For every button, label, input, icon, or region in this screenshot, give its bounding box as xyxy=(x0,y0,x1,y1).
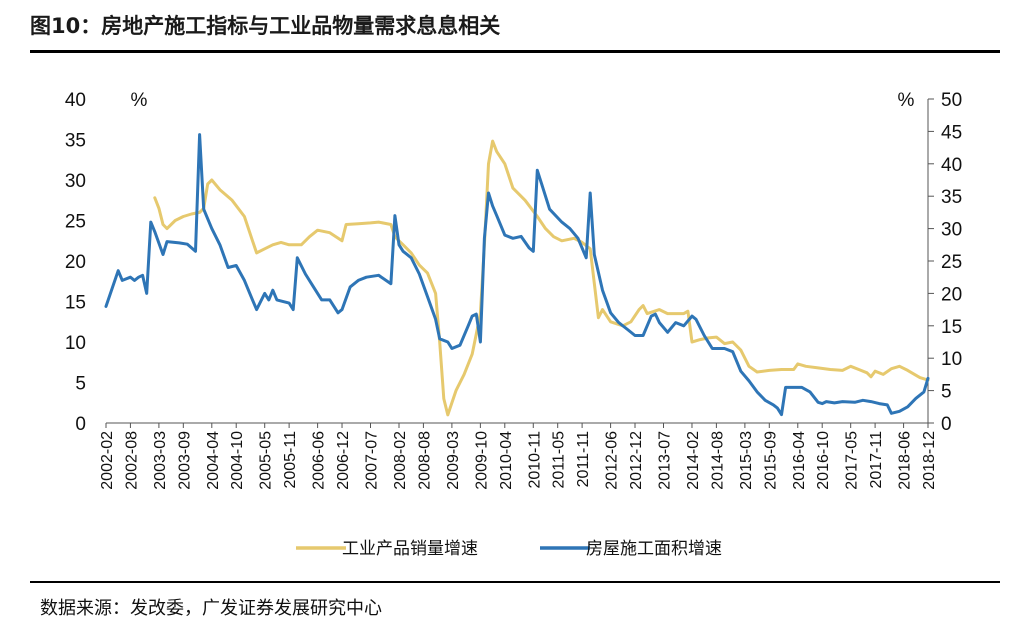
chart-axes: 0 5 10 15 20 25 30 35 40 0 5 10 15 20 25 30 35 40 45 50%% xyxy=(65,90,962,435)
x-axis-tick-label: 2014-02 xyxy=(685,431,702,490)
right-axis-tick-label: 15 xyxy=(941,317,962,338)
x-axis-tick-label: 2014-08 xyxy=(709,431,726,490)
x-axis-tick-label: 2005-05 xyxy=(258,431,275,490)
right-axis-tick-label: 25 xyxy=(941,252,962,273)
x-axis-tick-label: 2016-10 xyxy=(815,431,832,490)
x-axis-tick-label: 2011-11 xyxy=(575,431,592,487)
left-axis-tick-label: 35 xyxy=(65,131,86,152)
right-axis-tick-label: 40 xyxy=(941,155,962,176)
x-axis-ticks: 2002-02 2002-08 2003-03 2003-09 2004-04 2004-… xyxy=(99,423,938,490)
x-axis-tick-label: 2004-04 xyxy=(205,431,222,490)
left-axis-unit: % xyxy=(131,90,148,111)
series-line-2 xyxy=(104,133,930,417)
x-axis-tick-label: 2012-06 xyxy=(604,431,621,490)
x-axis-tick-label: 2013-07 xyxy=(656,431,673,490)
x-axis-tick-label: 2010-04 xyxy=(498,431,515,490)
series-line-1 xyxy=(153,139,930,417)
x-axis-tick-label: 2006-12 xyxy=(335,431,352,490)
x-axis-tick-label: 2009-03 xyxy=(445,431,462,490)
x-axis-tick-label: 2010-11 xyxy=(526,431,543,489)
right-axis-tick-label: 50 xyxy=(941,90,962,111)
line-chart: 0 5 10 15 20 25 30 35 40 0 5 10 15 20 25 30 35 40 45 50%% 2… xyxy=(65,90,962,559)
x-axis-tick-label: 2015-03 xyxy=(738,431,755,490)
left-axis-tick-label: 30 xyxy=(65,171,86,192)
x-axis-tick-label: 2008-02 xyxy=(392,431,409,490)
x-axis-tick-label: 2004-10 xyxy=(229,431,246,490)
right-axis-tick-label: 0 xyxy=(941,414,952,435)
x-axis-tick-label: 2009-10 xyxy=(473,431,490,490)
left-axis-tick-label: 0 xyxy=(75,414,86,435)
right-axis-tick-label: 10 xyxy=(941,349,962,370)
x-axis-tick-label: 2018-06 xyxy=(897,431,914,490)
x-axis-tick-label: 2002-08 xyxy=(123,431,140,490)
x-axis-tick-label: 2015-09 xyxy=(762,431,779,490)
left-axis-tick-label: 5 xyxy=(75,374,86,395)
bottom-rule xyxy=(30,581,1000,583)
right-axis-tick-label: 45 xyxy=(941,122,962,143)
x-axis-tick-label: 2002-02 xyxy=(99,431,116,490)
x-axis-tick-label: 2017-11 xyxy=(868,431,885,489)
x-axis-tick-label: 2006-06 xyxy=(311,431,328,490)
x-axis-tick-label: 2003-03 xyxy=(152,431,169,490)
legend-label-2: 房屋施工面积增速 xyxy=(586,539,722,559)
right-axis-unit: % xyxy=(898,90,915,111)
x-axis-tick-label: 2011-05 xyxy=(551,431,568,489)
right-axis-tick-label: 35 xyxy=(941,187,962,208)
x-axis-tick-label: 2003-09 xyxy=(176,431,193,490)
chart-series xyxy=(104,133,930,417)
left-axis-tick-label: 10 xyxy=(65,333,86,354)
left-axis-tick-label: 15 xyxy=(65,293,86,314)
left-axis-tick-label: 25 xyxy=(65,212,86,233)
right-axis-tick-label: 30 xyxy=(941,220,962,241)
x-axis-tick-label: 2007-07 xyxy=(364,431,381,490)
right-axis-tick-label: 5 xyxy=(941,382,952,403)
x-axis-tick-label: 2018-12 xyxy=(921,431,938,490)
x-axis-tick-label: 2012-12 xyxy=(628,431,645,490)
left-axis-tick-label: 40 xyxy=(65,90,86,111)
chart-legend: 工业产品销量增速 房屋施工面积增速 xyxy=(296,539,722,559)
data-source-note: 数据来源：发改委，广发证券发展研究中心 xyxy=(40,598,382,619)
right-axis-tick-label: 20 xyxy=(941,284,962,305)
x-axis-tick-label: 2016-04 xyxy=(791,431,808,490)
top-rule xyxy=(30,50,1000,53)
left-axis-tick-label: 20 xyxy=(65,252,86,273)
figure-title: 图10：房地产施工指标与工业品物量需求息息相关 xyxy=(30,14,501,38)
x-axis-tick-label: 2005-11 xyxy=(282,431,299,489)
legend-label-1: 工业产品销量增速 xyxy=(342,539,478,559)
x-axis-tick-label: 2008-08 xyxy=(416,431,433,490)
x-axis-tick-label: 2017-05 xyxy=(844,431,861,490)
